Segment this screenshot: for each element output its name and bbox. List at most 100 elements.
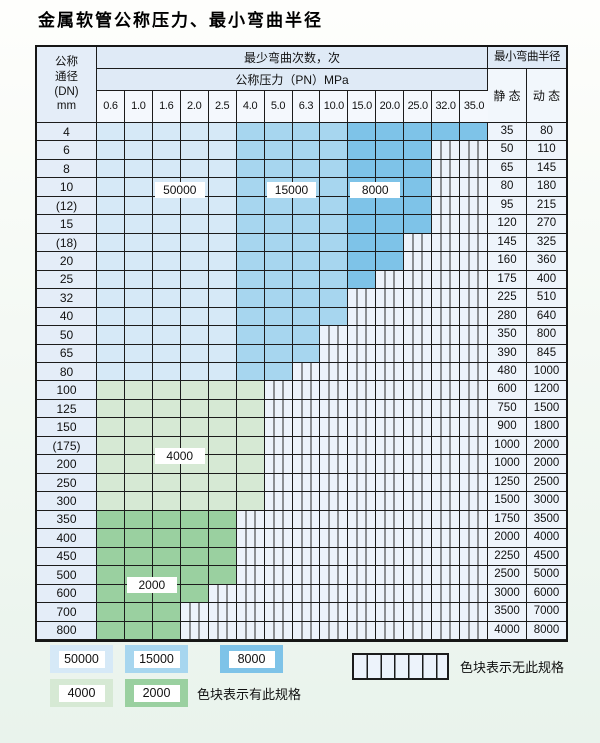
pressure-cell [432, 196, 461, 216]
pressure-cell [152, 381, 181, 400]
pressure-cell [320, 621, 349, 640]
pressure-cell [180, 603, 209, 622]
pressure-cell [97, 326, 125, 345]
pressure-cell [264, 252, 293, 271]
pressure-cell [236, 473, 265, 493]
pressure-cell [320, 289, 349, 308]
dynamic-cell: 1800 [527, 418, 566, 437]
pressure-cell [180, 473, 209, 493]
pressure-cell [180, 270, 209, 290]
pressure-cell [320, 436, 349, 456]
pressure-tick-cell: 15.0 [348, 91, 377, 123]
pressure-cell [432, 621, 461, 640]
pressure-cell [460, 621, 488, 640]
pressure-cell [180, 196, 209, 216]
pressure-cell [460, 270, 488, 290]
pressure-cell [124, 141, 153, 160]
legend-item: 50000 [50, 645, 113, 673]
pressure-cell [208, 215, 237, 234]
pressure-cell [348, 270, 377, 290]
pressure-cell [404, 381, 433, 400]
pressure-cell [348, 307, 377, 327]
dn-cell: 500 [37, 566, 97, 585]
dn-cell: 4 [37, 123, 97, 142]
pressure-cell [348, 381, 377, 400]
dynamic-cell: 3000 [527, 492, 566, 511]
pressure-cell [292, 363, 321, 382]
pressure-cell [404, 603, 433, 622]
pressure-cell [320, 270, 349, 290]
pressure-cell [264, 123, 293, 142]
pressure-cell [208, 233, 237, 253]
dn-cell: 600 [37, 584, 97, 604]
pressure-cell [376, 381, 405, 400]
pressure-cell [404, 510, 433, 530]
pressure-cell [264, 603, 293, 622]
dn-cell: 300 [37, 492, 97, 511]
pressure-cell [208, 584, 237, 604]
pressure-cell [180, 252, 209, 271]
pressure-cell [404, 584, 433, 604]
pressure-tick-cell: 1.0 [124, 91, 153, 123]
pressure-cell [236, 159, 265, 179]
pressure-cell [460, 141, 488, 160]
pressure-cell [376, 141, 405, 160]
pressure-cell [460, 566, 488, 585]
table-body: 4 35 80 6 50 110 8 65 145 10 80 180 (12) 95 215 15 120 27… [37, 123, 566, 640]
pressure-cell [124, 326, 153, 345]
pressure-cell [292, 529, 321, 548]
pressure-cell [320, 159, 349, 179]
dynamic-cell: 2000 [527, 436, 566, 456]
pressure-cell [348, 123, 377, 142]
pressure-cell [376, 547, 405, 567]
pressure-cell [97, 621, 125, 640]
pressure-cell [432, 270, 461, 290]
dn-cell: 125 [37, 399, 97, 419]
pressure-tick-cell: 5.0 [264, 91, 293, 123]
pressure-cell [97, 270, 125, 290]
static-cell: 480 [488, 363, 527, 382]
pressure-cell [264, 621, 293, 640]
pressure-cell [236, 492, 265, 511]
pressure-cell [460, 196, 488, 216]
dn-header-line: (DN) [54, 85, 79, 98]
pressure-cell [97, 123, 125, 142]
pressure-cell [432, 252, 461, 271]
pressure-cell [432, 455, 461, 474]
pressure-cell [292, 215, 321, 234]
pressure-cell [152, 123, 181, 142]
pressure-cell [208, 529, 237, 548]
pressure-cell [460, 381, 488, 400]
pressure-cell [208, 603, 237, 622]
pressure-cell [376, 436, 405, 456]
pressure-cell [97, 603, 125, 622]
cycle-count-label: 50000 [154, 181, 205, 198]
pressure-cell [124, 363, 153, 382]
pressure-cell [348, 159, 377, 179]
static-cell: 175 [488, 270, 527, 290]
cycle-count-label: 15000 [266, 181, 317, 198]
pressure-cell [292, 621, 321, 640]
pressure-cell [460, 307, 488, 327]
pressure-cell [208, 289, 237, 308]
pressure-cell [376, 399, 405, 419]
pressure-cell [376, 215, 405, 234]
no-spec-note: 色块表示无此规格 [460, 660, 565, 675]
static-cell: 160 [488, 252, 527, 271]
pressure-cell [124, 621, 153, 640]
pressure-cell [180, 215, 209, 234]
pressure-cell [460, 123, 488, 142]
pressure-cell [208, 418, 237, 437]
pressure-tick-cell: 0.6 [97, 91, 125, 123]
pressure-cell [124, 492, 153, 511]
pressure-cell [124, 547, 153, 567]
pressure-cell [404, 141, 433, 160]
pressure-cell [292, 196, 321, 216]
pressure-cell [180, 399, 209, 419]
pressure-cell [292, 159, 321, 179]
pressure-cell [152, 141, 181, 160]
pressure-cell [264, 418, 293, 437]
pressure-cell [236, 603, 265, 622]
pressure-cell [320, 233, 349, 253]
pressure-cell [152, 529, 181, 548]
